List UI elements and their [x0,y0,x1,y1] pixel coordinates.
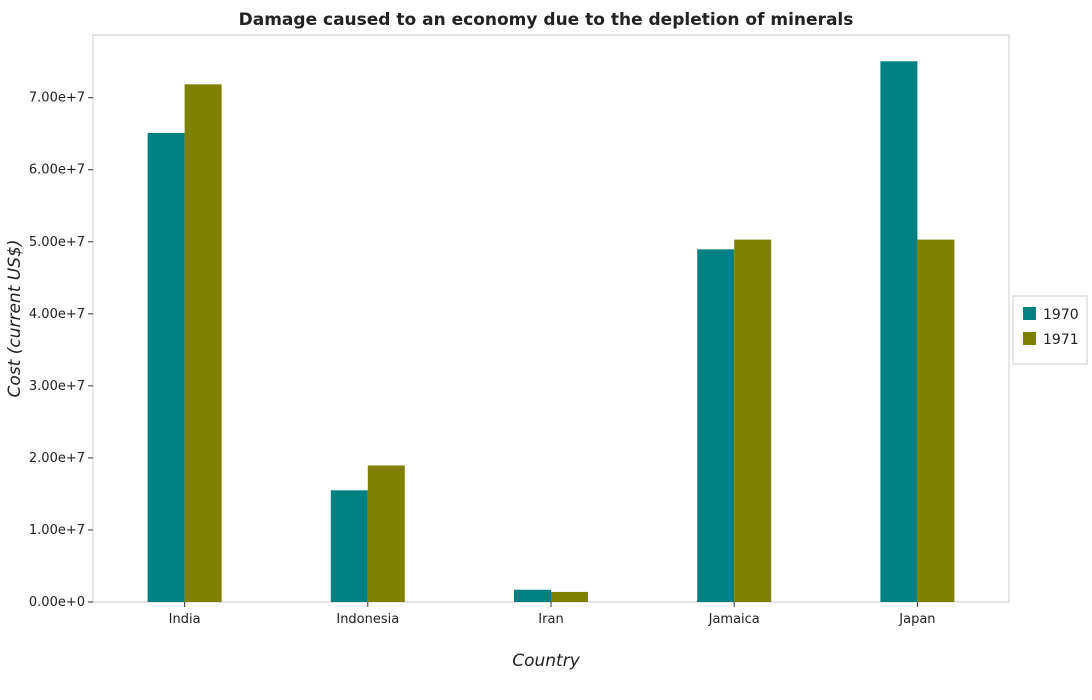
bar-iran-1971 [551,591,588,602]
bar-indonesia-1971 [367,465,405,602]
x-tick-label-indonesia: Indonesia [336,612,399,627]
bar-iran-1970 [514,589,551,602]
y-tick-label: 0.00e+0 [29,595,85,610]
bar-japan-1970 [880,61,918,603]
x-tick-label-india: India [169,612,201,627]
x-axis-ticks: India Indonesia Iran Jamaica Japan [169,602,936,627]
y-tick-label: 6.00e+7 [29,163,85,178]
chart-title: Damage caused to an economy due to the d… [239,10,854,30]
x-tick-label-japan: Japan [898,612,935,627]
x-axis-label: Country [512,651,580,671]
legend-swatch-1971 [1023,332,1036,345]
y-tick-label: 7.00e+7 [29,91,85,106]
bar-jamaica-1971 [734,239,772,602]
y-axis-ticks: 0.00e+0 1.00e+7 2.00e+7 3.00e+7 4.00e+7 5.00e… [29,91,93,610]
bar-japan-1971 [917,239,955,602]
y-tick-label: 5.00e+7 [29,235,85,250]
bar-indonesia-1970 [330,490,368,602]
y-tick-label: 1.00e+7 [29,523,85,538]
bar-india-1971 [184,84,222,603]
legend-label-1970: 1970 [1043,307,1079,323]
legend-swatch-1970 [1023,307,1036,320]
legend: 1970 1971 [1012,295,1088,365]
y-tick-label: 4.00e+7 [29,307,85,322]
legend-label-1971: 1971 [1043,332,1079,348]
y-tick-label: 3.00e+7 [29,379,85,394]
bar-jamaica-1970 [697,249,735,602]
bars-group [147,61,955,603]
bar-india-1970 [147,132,185,602]
x-tick-label-iran: Iran [538,612,563,627]
y-axis-label: Cost (current US$) [5,240,25,398]
plot-area [92,34,1010,603]
x-tick-label-jamaica: Jamaica [708,612,760,627]
y-tick-label: 2.00e+7 [29,451,85,466]
